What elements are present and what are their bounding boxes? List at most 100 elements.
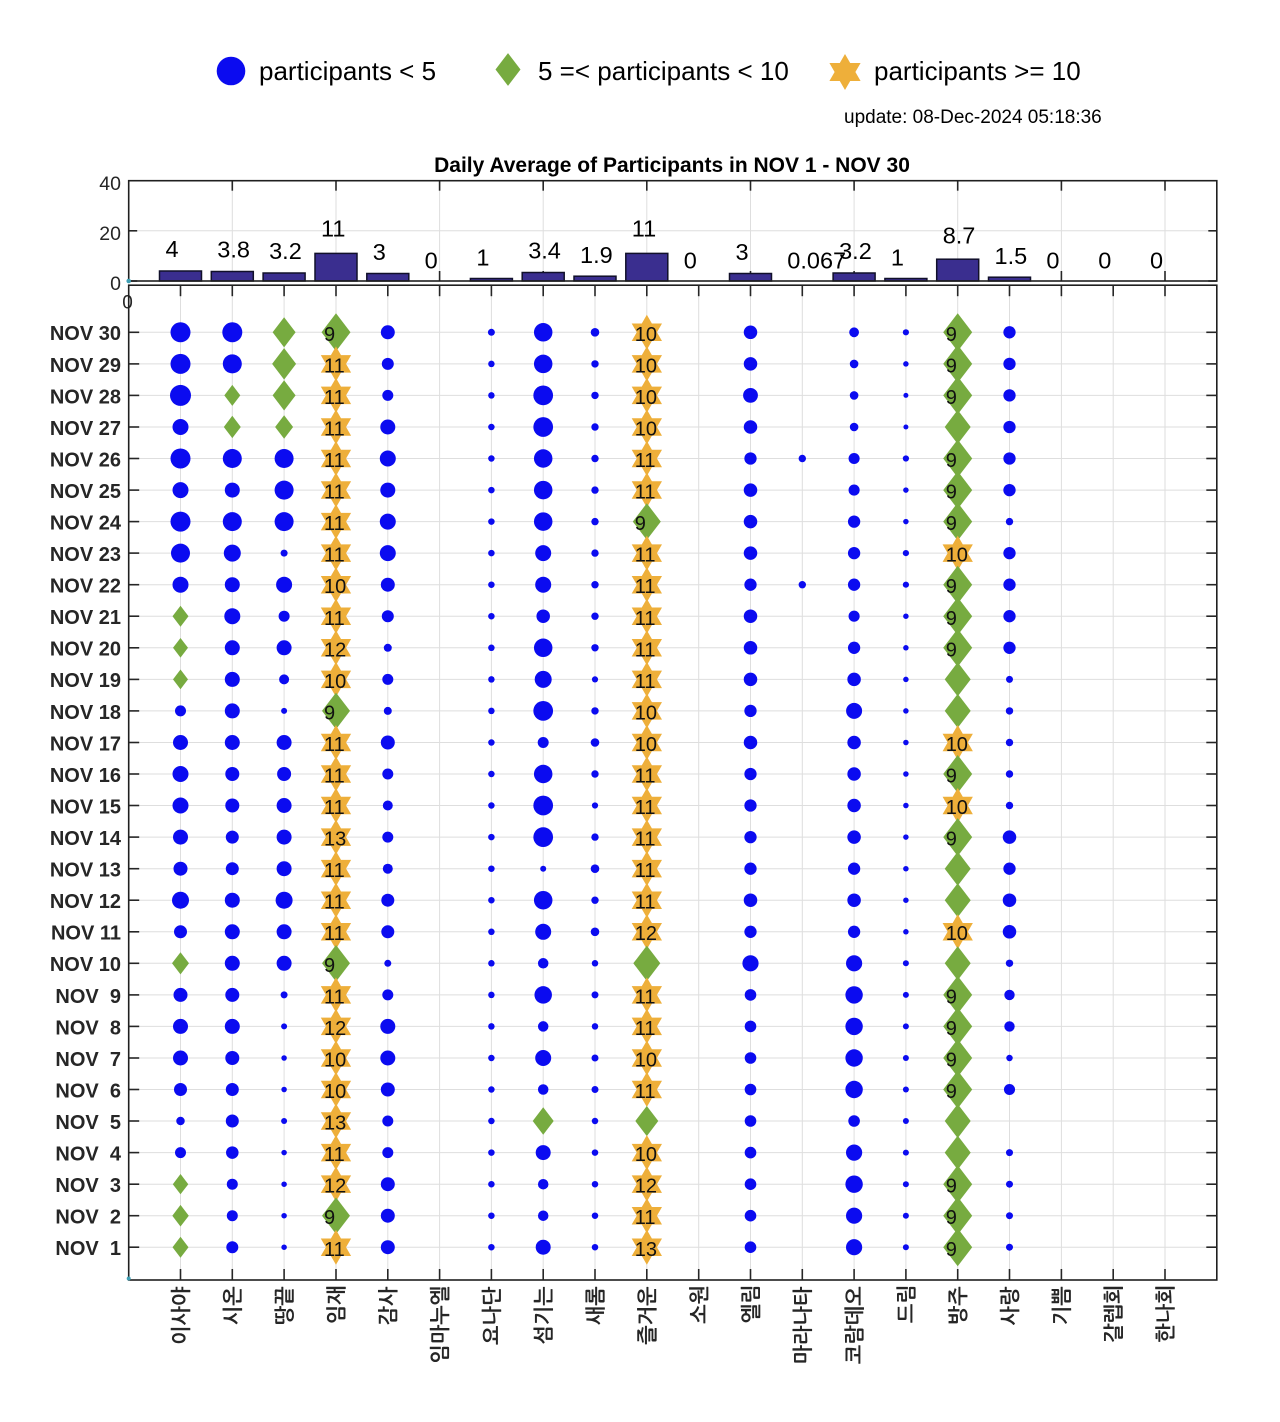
svg-text:11: 11 xyxy=(635,797,656,819)
svg-text:1: 1 xyxy=(891,245,904,271)
svg-text:10: 10 xyxy=(946,797,968,819)
svg-text:11: 11 xyxy=(635,1207,656,1229)
svg-text:11: 11 xyxy=(324,892,345,914)
svg-text:NOV 9: NOV 9 xyxy=(55,986,121,1008)
svg-text:11: 11 xyxy=(635,482,656,504)
svg-text:9: 9 xyxy=(324,1207,335,1229)
svg-text:NOV 10: NOV 10 xyxy=(50,954,121,976)
svg-text:9: 9 xyxy=(946,639,957,661)
svg-text:11: 11 xyxy=(324,1239,345,1261)
svg-text:10: 10 xyxy=(635,419,657,441)
svg-text:9: 9 xyxy=(635,513,646,535)
svg-text:11: 11 xyxy=(324,734,345,756)
svg-text:9: 9 xyxy=(946,608,957,630)
svg-text:5 =< participants < 10: 5 =< participants < 10 xyxy=(538,56,789,86)
svg-text:20: 20 xyxy=(99,223,121,245)
svg-text:9: 9 xyxy=(946,829,957,851)
svg-text:12: 12 xyxy=(635,1176,657,1198)
svg-text:10: 10 xyxy=(635,355,657,377)
svg-text:9: 9 xyxy=(946,1176,957,1198)
svg-text:NOV 22: NOV 22 xyxy=(50,576,121,598)
svg-text:11: 11 xyxy=(635,639,656,661)
svg-text:9: 9 xyxy=(324,324,335,346)
svg-text:NOV 18: NOV 18 xyxy=(50,702,121,724)
svg-text:NOV 16: NOV 16 xyxy=(50,765,121,787)
svg-text:10: 10 xyxy=(946,545,968,567)
svg-text:1.5: 1.5 xyxy=(995,243,1028,269)
svg-text:NOV 20: NOV 20 xyxy=(50,639,121,661)
svg-text:11: 11 xyxy=(635,576,656,598)
svg-text:9: 9 xyxy=(946,766,957,788)
svg-text:NOV 12: NOV 12 xyxy=(50,891,121,913)
svg-text:NOV 27: NOV 27 xyxy=(50,418,121,440)
svg-text:0: 0 xyxy=(1046,248,1059,274)
svg-text:0: 0 xyxy=(110,273,121,295)
svg-text:11: 11 xyxy=(324,482,345,504)
svg-text:9: 9 xyxy=(946,324,957,346)
svg-text:8.7: 8.7 xyxy=(943,222,976,248)
svg-text:11: 11 xyxy=(324,419,345,441)
svg-text:NOV 8: NOV 8 xyxy=(55,1017,121,1039)
svg-text:11: 11 xyxy=(635,671,656,693)
svg-text:NOV 2: NOV 2 xyxy=(55,1207,121,1229)
svg-text:11: 11 xyxy=(324,545,345,567)
svg-text:9: 9 xyxy=(324,702,335,724)
svg-text:11: 11 xyxy=(324,797,345,819)
svg-text:NOV 14: NOV 14 xyxy=(50,828,122,850)
svg-text:update: 08-Dec-2024 05:18:36: update: 08-Dec-2024 05:18:36 xyxy=(844,107,1102,128)
svg-text:11: 11 xyxy=(324,1144,345,1166)
svg-text:3: 3 xyxy=(736,239,749,265)
svg-text:11: 11 xyxy=(324,986,345,1008)
svg-text:3.4: 3.4 xyxy=(528,238,561,264)
svg-text:participants >= 10: participants >= 10 xyxy=(874,56,1081,86)
svg-text:13: 13 xyxy=(635,1239,657,1261)
svg-text:NOV 15: NOV 15 xyxy=(50,796,121,818)
svg-text:NOV 28: NOV 28 xyxy=(50,386,121,408)
svg-text:10: 10 xyxy=(635,1144,657,1166)
svg-text:11: 11 xyxy=(324,923,345,945)
svg-text:9: 9 xyxy=(324,955,335,977)
svg-text:11: 11 xyxy=(635,545,656,567)
svg-text:11: 11 xyxy=(635,608,656,630)
svg-text:10: 10 xyxy=(635,702,657,724)
svg-text:13: 13 xyxy=(324,1113,346,1135)
svg-text:11: 11 xyxy=(632,216,656,242)
svg-text:11: 11 xyxy=(635,829,656,851)
svg-text:NOV 4: NOV 4 xyxy=(55,1144,121,1166)
svg-text:11: 11 xyxy=(635,986,656,1008)
svg-text:11: 11 xyxy=(324,355,345,377)
svg-text:9: 9 xyxy=(946,387,957,409)
svg-text:10: 10 xyxy=(635,324,657,346)
svg-text:NOV 25: NOV 25 xyxy=(50,481,121,503)
svg-text:3.8: 3.8 xyxy=(217,237,250,263)
svg-text:9: 9 xyxy=(946,355,957,377)
svg-text:NOV 23: NOV 23 xyxy=(50,544,121,566)
svg-text:NOV 6: NOV 6 xyxy=(55,1080,121,1102)
svg-text:11: 11 xyxy=(324,608,345,630)
svg-text:12: 12 xyxy=(324,639,346,661)
svg-text:11: 11 xyxy=(321,216,345,242)
svg-text:NOV 7: NOV 7 xyxy=(55,1049,121,1071)
svg-text:11: 11 xyxy=(635,1018,656,1040)
svg-text:NOV 19: NOV 19 xyxy=(50,670,121,692)
svg-text:NOV 17: NOV 17 xyxy=(50,733,121,755)
svg-text:1: 1 xyxy=(476,245,489,271)
svg-text:9: 9 xyxy=(946,576,957,598)
svg-text:10: 10 xyxy=(324,1050,346,1072)
svg-text:3.2: 3.2 xyxy=(839,238,872,264)
svg-text:NOV 26: NOV 26 xyxy=(50,449,121,471)
svg-text:12: 12 xyxy=(635,923,657,945)
svg-text:10: 10 xyxy=(635,1050,657,1072)
svg-text:12: 12 xyxy=(324,1018,346,1040)
svg-text:9: 9 xyxy=(946,450,957,472)
svg-text:9: 9 xyxy=(946,513,957,535)
svg-text:9: 9 xyxy=(946,1050,957,1072)
svg-text:NOV 1: NOV 1 xyxy=(55,1238,121,1260)
svg-text:10: 10 xyxy=(635,734,657,756)
svg-text:NOV 11: NOV 11 xyxy=(51,923,121,945)
svg-text:0: 0 xyxy=(684,248,697,274)
svg-text:0.067: 0.067 xyxy=(787,247,846,273)
svg-text:NOV 3: NOV 3 xyxy=(55,1175,121,1197)
svg-text:10: 10 xyxy=(324,576,346,598)
svg-text:40: 40 xyxy=(99,173,121,195)
